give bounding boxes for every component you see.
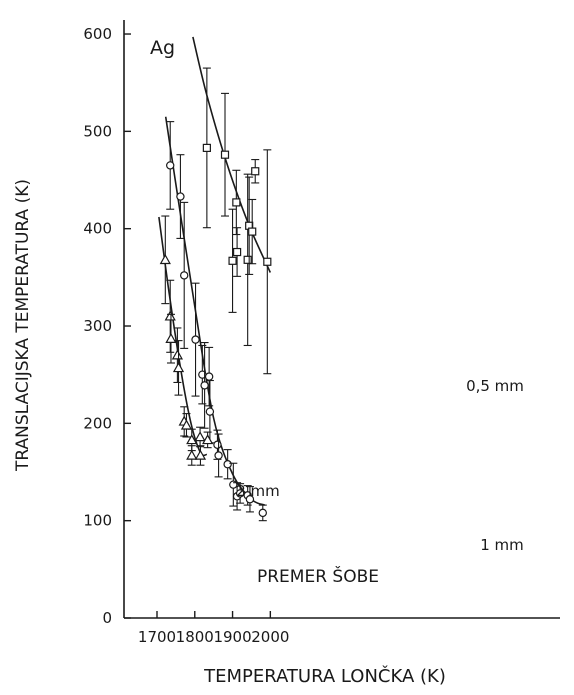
triangle-marker — [194, 431, 206, 442]
circle-marker — [245, 495, 255, 504]
circle-marker — [235, 489, 245, 498]
point-s1-16 — [258, 504, 267, 522]
circle-marker — [223, 460, 232, 469]
circle-marker — [214, 451, 223, 460]
x-axis-title: TEMPERATURA LONČKA (K) — [203, 665, 446, 687]
y-tick-label-300: 300 — [83, 317, 112, 335]
point-s0-1 — [220, 92, 230, 217]
point-s1-3 — [191, 282, 200, 397]
triangle-marker — [194, 449, 207, 460]
series-label-0-5mm: 0,5 mm — [466, 377, 524, 395]
circle-marker — [258, 508, 267, 518]
circle-marker — [213, 440, 222, 449]
point-s2-0 — [159, 215, 171, 305]
triangle-marker — [171, 349, 184, 360]
circle-marker — [176, 192, 185, 201]
circle-marker — [166, 161, 175, 170]
series-label-1mm: 1 mm — [480, 536, 524, 554]
triangle-marker — [186, 449, 198, 460]
x-tick-label-1700: 1700 — [138, 628, 176, 646]
y-tick-label-600: 600 — [83, 25, 112, 43]
triangle-marker — [202, 434, 214, 445]
point-s0-9 — [263, 149, 272, 375]
series-label-2mm: 2 mm — [236, 482, 280, 500]
footer-label: PREMER ŠOBE — [257, 565, 379, 587]
circle-marker — [204, 372, 214, 381]
point-s1-5 — [200, 342, 209, 429]
square-marker — [232, 247, 242, 257]
point-s1-15 — [245, 486, 255, 513]
point-s2-11 — [202, 431, 214, 449]
point-s2-10 — [194, 445, 207, 466]
fit-curve-0 — [192, 36, 272, 273]
point-s1-6 — [204, 346, 214, 407]
y-tick-label-200: 200 — [83, 414, 112, 432]
point-s0-3 — [232, 169, 241, 236]
point-s0-5 — [243, 173, 252, 347]
x-tick-label-2000: 2000 — [251, 628, 289, 646]
square-marker — [243, 255, 252, 264]
point-s1-0 — [166, 121, 175, 210]
triangle-marker — [186, 434, 198, 445]
circle-marker — [191, 335, 200, 344]
y-tick-label-0: 0 — [102, 609, 112, 627]
triangle-marker — [164, 310, 176, 321]
point-s1-13 — [235, 483, 245, 504]
circle-marker — [180, 271, 189, 280]
square-marker — [232, 198, 241, 207]
point-s0-2 — [228, 208, 237, 313]
point-s0-7 — [248, 198, 257, 265]
point-s2-8 — [186, 445, 198, 466]
y-tick-label-100: 100 — [83, 512, 112, 530]
triangle-marker — [165, 332, 177, 343]
point-s2-4 — [172, 340, 185, 396]
point-s2-2 — [165, 313, 177, 364]
point-s1-1 — [176, 154, 185, 239]
y-tick-label-500: 500 — [83, 122, 112, 140]
y-tick-label-400: 400 — [83, 220, 112, 238]
point-s0-8 — [251, 159, 260, 184]
point-s2-1 — [164, 279, 176, 353]
point-s1-10 — [223, 449, 232, 480]
y-axis-title: TRANSLACIJSKA TEMPERATURA (K) — [13, 179, 33, 472]
chart-labels: Ag 0,5 mm 1 mm 2 mm PREMER ŠOBE TEMPERAT… — [13, 37, 524, 687]
square-marker — [251, 167, 260, 176]
axis-ticks: 1700 1800 1900 2000 0 100 200 300 400 500 600 — [83, 25, 289, 646]
x-tick-label-1900: 1900 — [213, 628, 251, 646]
square-marker — [248, 227, 257, 236]
circle-marker — [205, 407, 215, 416]
square-marker — [228, 256, 237, 265]
point-s0-0 — [202, 67, 211, 229]
triangle-marker — [159, 253, 171, 265]
point-s1-2 — [180, 201, 189, 349]
point-s2-3 — [171, 327, 184, 384]
fit-curves — [158, 36, 272, 506]
point-s0-4 — [232, 227, 242, 277]
point-s2-9 — [194, 426, 206, 448]
triangle-marker — [180, 419, 193, 430]
plot-frame — [123, 20, 560, 619]
square-marker — [220, 150, 230, 159]
square-marker — [263, 257, 272, 266]
triangle-marker — [172, 362, 185, 373]
data-points — [159, 67, 272, 522]
circle-marker — [200, 381, 209, 390]
point-s2-6 — [180, 413, 193, 438]
square-marker — [202, 143, 211, 152]
x-tick-label-1800: 1800 — [176, 628, 214, 646]
point-s1-9 — [214, 433, 223, 478]
element-label: Ag — [150, 37, 175, 59]
